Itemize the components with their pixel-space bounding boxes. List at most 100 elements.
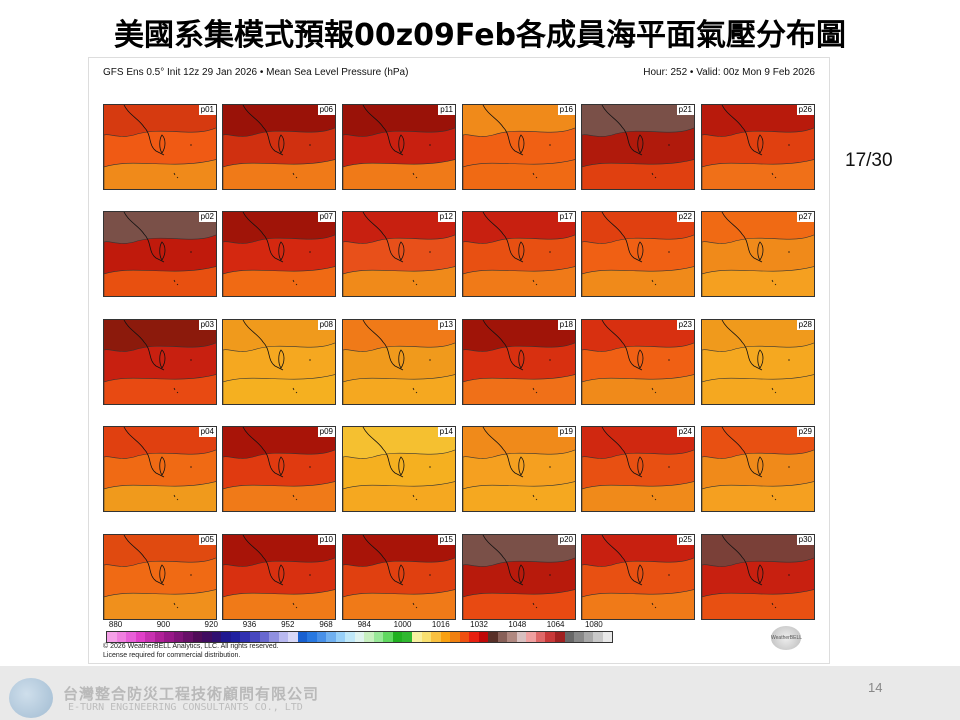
member-label: p27	[796, 212, 814, 222]
member-label: p06	[317, 105, 335, 115]
member-label: p09	[317, 427, 335, 437]
ensemble-member-panel: p04	[103, 426, 217, 512]
pressure-map	[343, 212, 455, 296]
colorbar-swatch	[440, 632, 451, 642]
ensemble-member-panel: p06	[222, 104, 336, 190]
colorbar-swatch	[450, 632, 460, 642]
pressure-map	[702, 212, 814, 296]
company-logo	[9, 678, 53, 718]
company-name-cn: 台灣整合防災工程技術顧問有限公司	[63, 686, 320, 703]
colorbar-swatch	[116, 632, 127, 642]
chart-header-right: Hour: 252 • Valid: 00z Mon 9 Feb 2026	[643, 67, 815, 78]
member-label: p21	[676, 105, 694, 115]
ensemble-chart-image: GFS Ens 0.5° Init 12z 29 Jan 2026 • Mean…	[88, 57, 830, 664]
colorbar-swatch	[259, 632, 270, 642]
ensemble-member-panel: p21	[581, 104, 695, 190]
colorbar-swatch	[516, 632, 527, 642]
pressure-map	[463, 320, 575, 404]
colorbar-swatch	[126, 632, 136, 642]
colorbar-swatch	[535, 632, 546, 642]
copyright-text: © 2026 WeatherBELL Analytics, LLC. All r…	[103, 643, 279, 650]
member-counter: 17/30	[845, 150, 893, 171]
company-name-en: E-TURN ENGINEERING CONSULTANTS CO., LTD	[68, 702, 303, 713]
member-label: p05	[198, 535, 216, 545]
colorbar-tick-label: 1064	[546, 620, 565, 629]
pressure-map	[702, 535, 814, 619]
footer-band	[0, 666, 960, 720]
colorbar-swatch	[602, 632, 613, 642]
page-number: 14	[868, 680, 883, 695]
colorbar-swatch	[583, 632, 594, 642]
member-label: p28	[796, 320, 814, 330]
ensemble-member-panel: p25	[581, 534, 695, 620]
colorbar-swatch	[554, 632, 565, 642]
member-label: p15	[437, 535, 455, 545]
member-label: p29	[796, 427, 814, 437]
member-label: p12	[437, 212, 455, 222]
member-label: p10	[317, 535, 335, 545]
member-label: p20	[557, 535, 575, 545]
ensemble-member-panel: p11	[342, 104, 456, 190]
colorbar-swatch	[316, 632, 327, 642]
ensemble-member-panel: p10	[222, 534, 336, 620]
member-label: p19	[557, 427, 575, 437]
ensemble-member-panel: p23	[581, 319, 695, 405]
ensemble-member-panel: p17	[462, 211, 576, 297]
colorbar-swatch	[335, 632, 346, 642]
slide-title: 美國系集模式預報00z09Feb各成員海平面氣壓分布圖	[113, 18, 847, 53]
member-label: p16	[557, 105, 575, 115]
colorbar-swatch	[354, 632, 365, 642]
pressure-map	[223, 212, 335, 296]
member-label: p08	[317, 320, 335, 330]
ensemble-member-panel: p22	[581, 211, 695, 297]
member-label: p25	[676, 535, 694, 545]
pressure-map	[582, 212, 694, 296]
member-label: p30	[796, 535, 814, 545]
member-label: p18	[557, 320, 575, 330]
member-label: p03	[198, 320, 216, 330]
colorbar-swatch	[145, 632, 155, 642]
pressure-map	[702, 320, 814, 404]
colorbar-swatch	[459, 632, 470, 642]
ensemble-member-panel: p13	[342, 319, 456, 405]
ensemble-member-panel: p30	[701, 534, 815, 620]
colorbar-swatch	[269, 632, 279, 642]
colorbar-tick-label: 984	[357, 620, 371, 629]
colorbar-swatch	[526, 632, 536, 642]
pressure-map	[582, 320, 694, 404]
pressure-map	[223, 105, 335, 189]
ensemble-member-panel: p02	[103, 211, 217, 297]
colorbar-tick-label: 968	[319, 620, 333, 629]
colorbar-swatch	[135, 632, 146, 642]
ensemble-member-panel: p19	[462, 426, 576, 512]
colorbar-swatch	[164, 632, 174, 642]
pressure-map	[343, 535, 455, 619]
colorbar-swatch	[221, 632, 231, 642]
ensemble-member-panel: p08	[222, 319, 336, 405]
ensemble-member-panel: p20	[462, 534, 576, 620]
member-label: p17	[557, 212, 575, 222]
colorbar-swatch	[402, 632, 412, 642]
colorbar-swatch	[421, 632, 432, 642]
ensemble-member-panel: p27	[701, 211, 815, 297]
colorbar-tick-label: 936	[242, 620, 257, 629]
member-label: p13	[437, 320, 455, 330]
colorbar-swatch	[154, 632, 165, 642]
colorbar-swatch	[593, 632, 603, 642]
ensemble-member-panel: p09	[222, 426, 336, 512]
member-label: p11	[438, 105, 455, 115]
license-text: License required for commercial distribu…	[103, 652, 241, 659]
member-label: p07	[317, 212, 335, 222]
pressure-map	[223, 320, 335, 404]
pressure-map	[582, 427, 694, 511]
ensemble-member-panel: p24	[581, 426, 695, 512]
colorbar-swatch	[211, 632, 222, 642]
colorbar-swatch	[488, 632, 498, 642]
colorbar-tick-label: 952	[281, 620, 295, 629]
colorbar-swatch	[574, 632, 584, 642]
pressure-map	[343, 427, 455, 511]
chart-header-left: GFS Ens 0.5° Init 12z 29 Jan 2026 • Mean…	[103, 67, 409, 78]
pressure-map	[582, 105, 694, 189]
ensemble-member-panel: p18	[462, 319, 576, 405]
member-label: p02	[198, 212, 216, 222]
